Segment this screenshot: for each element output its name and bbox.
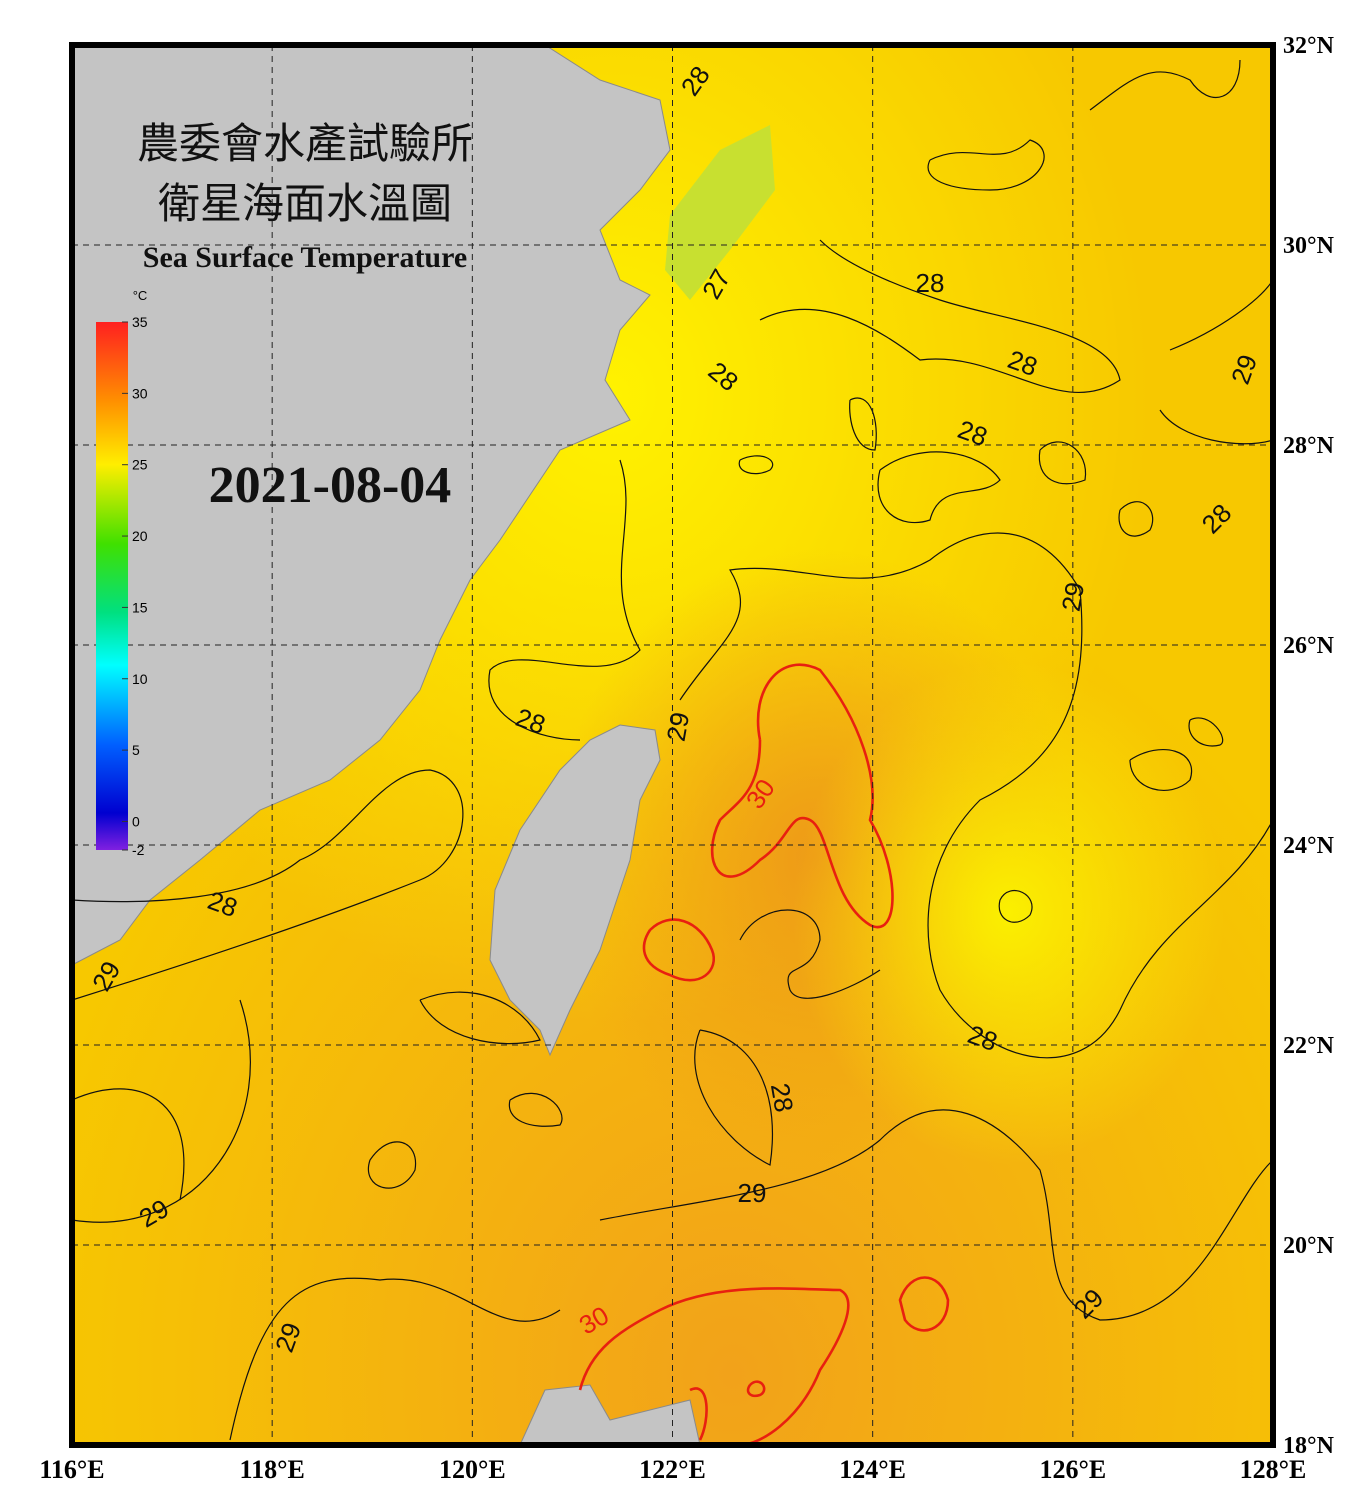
colorbar-tick-label: 0 (132, 813, 140, 829)
colorbar-unit: °C (133, 288, 148, 303)
x-tick-label: 116°E (39, 1455, 104, 1484)
graticule (72, 45, 1273, 1445)
island (665, 125, 775, 300)
colorbar-tick-label: 35 (132, 314, 148, 330)
colorbar-tick-label: 25 (132, 457, 148, 473)
x-tick-label: 120°E (439, 1455, 506, 1484)
title-zh-1: 農委會水產試驗所 (137, 121, 473, 168)
colorbar-tick-label: 30 (132, 385, 148, 401)
colorbar-tick-label: 15 (132, 599, 148, 615)
contour-label: 29 (661, 710, 696, 744)
land (489, 724, 661, 1057)
colorbar (96, 322, 128, 850)
colorbar-tick-label: 10 (132, 671, 148, 687)
isotherms-30 (578, 663, 950, 1445)
date: 2021-08-04 (209, 457, 452, 514)
y-tick-label: 28°N (1283, 433, 1335, 459)
title-zh-2: 衛星海面水溫圖 (158, 182, 452, 228)
y-tick-label: 30°N (1283, 233, 1335, 259)
colorbar-ticks: 35 30 25 20 15 10 5 0 -2 (122, 314, 148, 858)
contour-label: 29 (1056, 580, 1091, 614)
colorbar-tick-label: -2 (132, 842, 145, 858)
y-tick-label: 22°N (1283, 1033, 1335, 1059)
y-tick-label: 24°N (1283, 833, 1335, 859)
contour-label: 28 (916, 268, 945, 298)
isotherms (72, 59, 1273, 1441)
y-tick-label: 32°N (1283, 33, 1335, 59)
axis-labels: 116°E 118°E 120°E 122°E 124°E 126°E 128°E18°N 2… (39, 33, 1334, 1484)
x-tick-label: 118°E (240, 1455, 305, 1484)
land (72, 45, 671, 966)
y-tick-label: 18°N (1283, 1433, 1335, 1459)
contour-label: 28 (765, 1081, 800, 1115)
y-tick-label: 20°N (1283, 1233, 1335, 1259)
x-tick-label: 128°E (1240, 1455, 1307, 1484)
title-en: Sea Surface Temperature (143, 241, 467, 274)
map-frame (69, 42, 1276, 1448)
x-tick-label: 126°E (1039, 1455, 1106, 1484)
contour-label: 29 (738, 1178, 767, 1208)
x-tick-label: 122°E (639, 1455, 706, 1484)
x-tick-label: 124°E (839, 1455, 906, 1484)
land (519, 1384, 701, 1445)
colorbar-tick-label: 5 (132, 742, 140, 758)
y-tick-label: 26°N (1283, 633, 1335, 659)
colorbar-tick-label: 20 (132, 528, 148, 544)
